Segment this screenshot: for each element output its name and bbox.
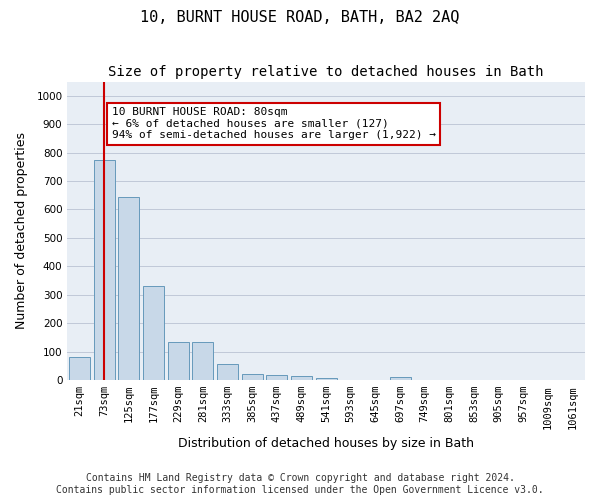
Bar	[94, 160, 115, 380]
Bar	[316, 378, 337, 380]
Bar	[69, 356, 90, 380]
Bar	[242, 374, 263, 380]
Bar	[291, 376, 312, 380]
Bar	[143, 286, 164, 380]
Bar	[193, 342, 214, 380]
Bar	[168, 342, 189, 380]
Bar	[389, 377, 410, 380]
Title: Size of property relative to detached houses in Bath: Size of property relative to detached ho…	[109, 65, 544, 79]
X-axis label: Distribution of detached houses by size in Bath: Distribution of detached houses by size …	[178, 437, 474, 450]
Bar	[266, 375, 287, 380]
Text: 10, BURNT HOUSE ROAD, BATH, BA2 2AQ: 10, BURNT HOUSE ROAD, BATH, BA2 2AQ	[140, 10, 460, 25]
Text: 10 BURNT HOUSE ROAD: 80sqm
← 6% of detached houses are smaller (127)
94% of semi: 10 BURNT HOUSE ROAD: 80sqm ← 6% of detac…	[112, 107, 436, 140]
Bar	[118, 198, 139, 380]
Bar	[217, 364, 238, 380]
Y-axis label: Number of detached properties: Number of detached properties	[15, 132, 28, 330]
Text: Contains HM Land Registry data © Crown copyright and database right 2024.
Contai: Contains HM Land Registry data © Crown c…	[56, 474, 544, 495]
